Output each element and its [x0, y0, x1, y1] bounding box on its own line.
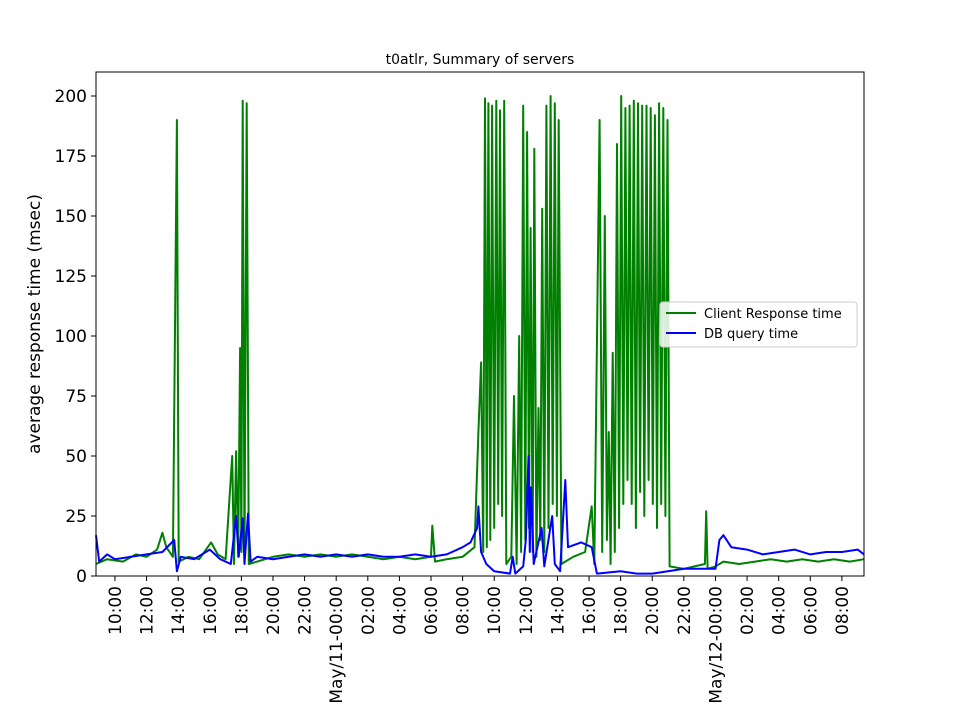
x-tick-label: 22:00 [296, 586, 316, 635]
legend-box [659, 301, 858, 348]
x-tick-label: 04:00 [390, 586, 410, 635]
x-tick-label: 04:00 [770, 586, 790, 635]
chart-title: t0atlr, Summary of servers [386, 52, 575, 68]
x-tick-label: 18:00 [232, 586, 252, 635]
x-tick-label: 22:00 [675, 586, 695, 635]
y-tick-label: 50 [65, 447, 87, 467]
series-line-db-query-time [95, 455, 865, 575]
y-tick-label: 200 [55, 87, 87, 107]
x-tick-label: 14:00 [169, 586, 189, 635]
plot-area: 0 25 50 75 100 125 150 175 200 10:00 12:00 14:00 16… [55, 71, 865, 704]
y-tick-label: 100 [55, 327, 87, 347]
y-tick-label: 75 [65, 387, 87, 407]
x-tick-label: 10:00 [106, 586, 126, 635]
legend-label-db-query: DB query time [704, 327, 798, 342]
x-tick-label: 20:00 [643, 586, 663, 635]
y-tick-label: 150 [55, 207, 87, 227]
x-tick-label: 20:00 [264, 586, 284, 635]
x-tick-label: 08:00 [833, 586, 853, 635]
x-tick-label: 02:00 [738, 586, 758, 635]
y-tick-label: 0 [76, 567, 87, 587]
y-tick-label: 175 [55, 147, 87, 167]
x-tick-label: 06:00 [801, 586, 821, 635]
x-tick-label: 12:00 [138, 586, 158, 635]
y-tick-label: 125 [55, 267, 87, 287]
x-tick-label: 14:00 [548, 586, 568, 635]
x-tick-label: May/11-00:00 [327, 586, 347, 704]
x-tick-label: 02:00 [359, 586, 379, 635]
x-tick-label: 16:00 [201, 586, 221, 635]
x-tick-label: 08:00 [454, 586, 474, 635]
x-axis: 10:00 12:00 14:00 16:00 18:00 20:00 22:00 May/1… [106, 576, 853, 704]
axes-frame [95, 71, 865, 577]
x-tick-label: 16:00 [580, 586, 600, 635]
x-tick-label: May/12-00:00 [707, 586, 727, 704]
x-tick-label: 18:00 [612, 586, 632, 635]
x-tick-label: 06:00 [422, 586, 442, 635]
y-axis-label: average response time (msec) [25, 194, 45, 454]
y-axis: 0 25 50 75 100 125 150 175 200 [55, 87, 96, 587]
legend-label-client-response: Client Response time [704, 307, 842, 322]
y-tick-label: 25 [65, 507, 87, 527]
legend: Client Response time DB query time [659, 301, 858, 348]
series-layer [95, 95, 865, 575]
x-tick-label: 12:00 [517, 586, 537, 635]
x-tick-label: 10:00 [485, 586, 505, 635]
